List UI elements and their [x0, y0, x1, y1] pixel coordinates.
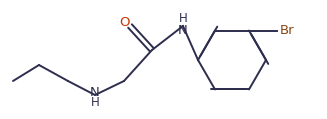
- Text: N: N: [178, 23, 188, 37]
- Text: H: H: [91, 97, 99, 109]
- Text: O: O: [120, 17, 130, 30]
- Text: Br: Br: [280, 24, 294, 37]
- Text: N: N: [90, 87, 100, 99]
- Text: H: H: [179, 12, 187, 25]
